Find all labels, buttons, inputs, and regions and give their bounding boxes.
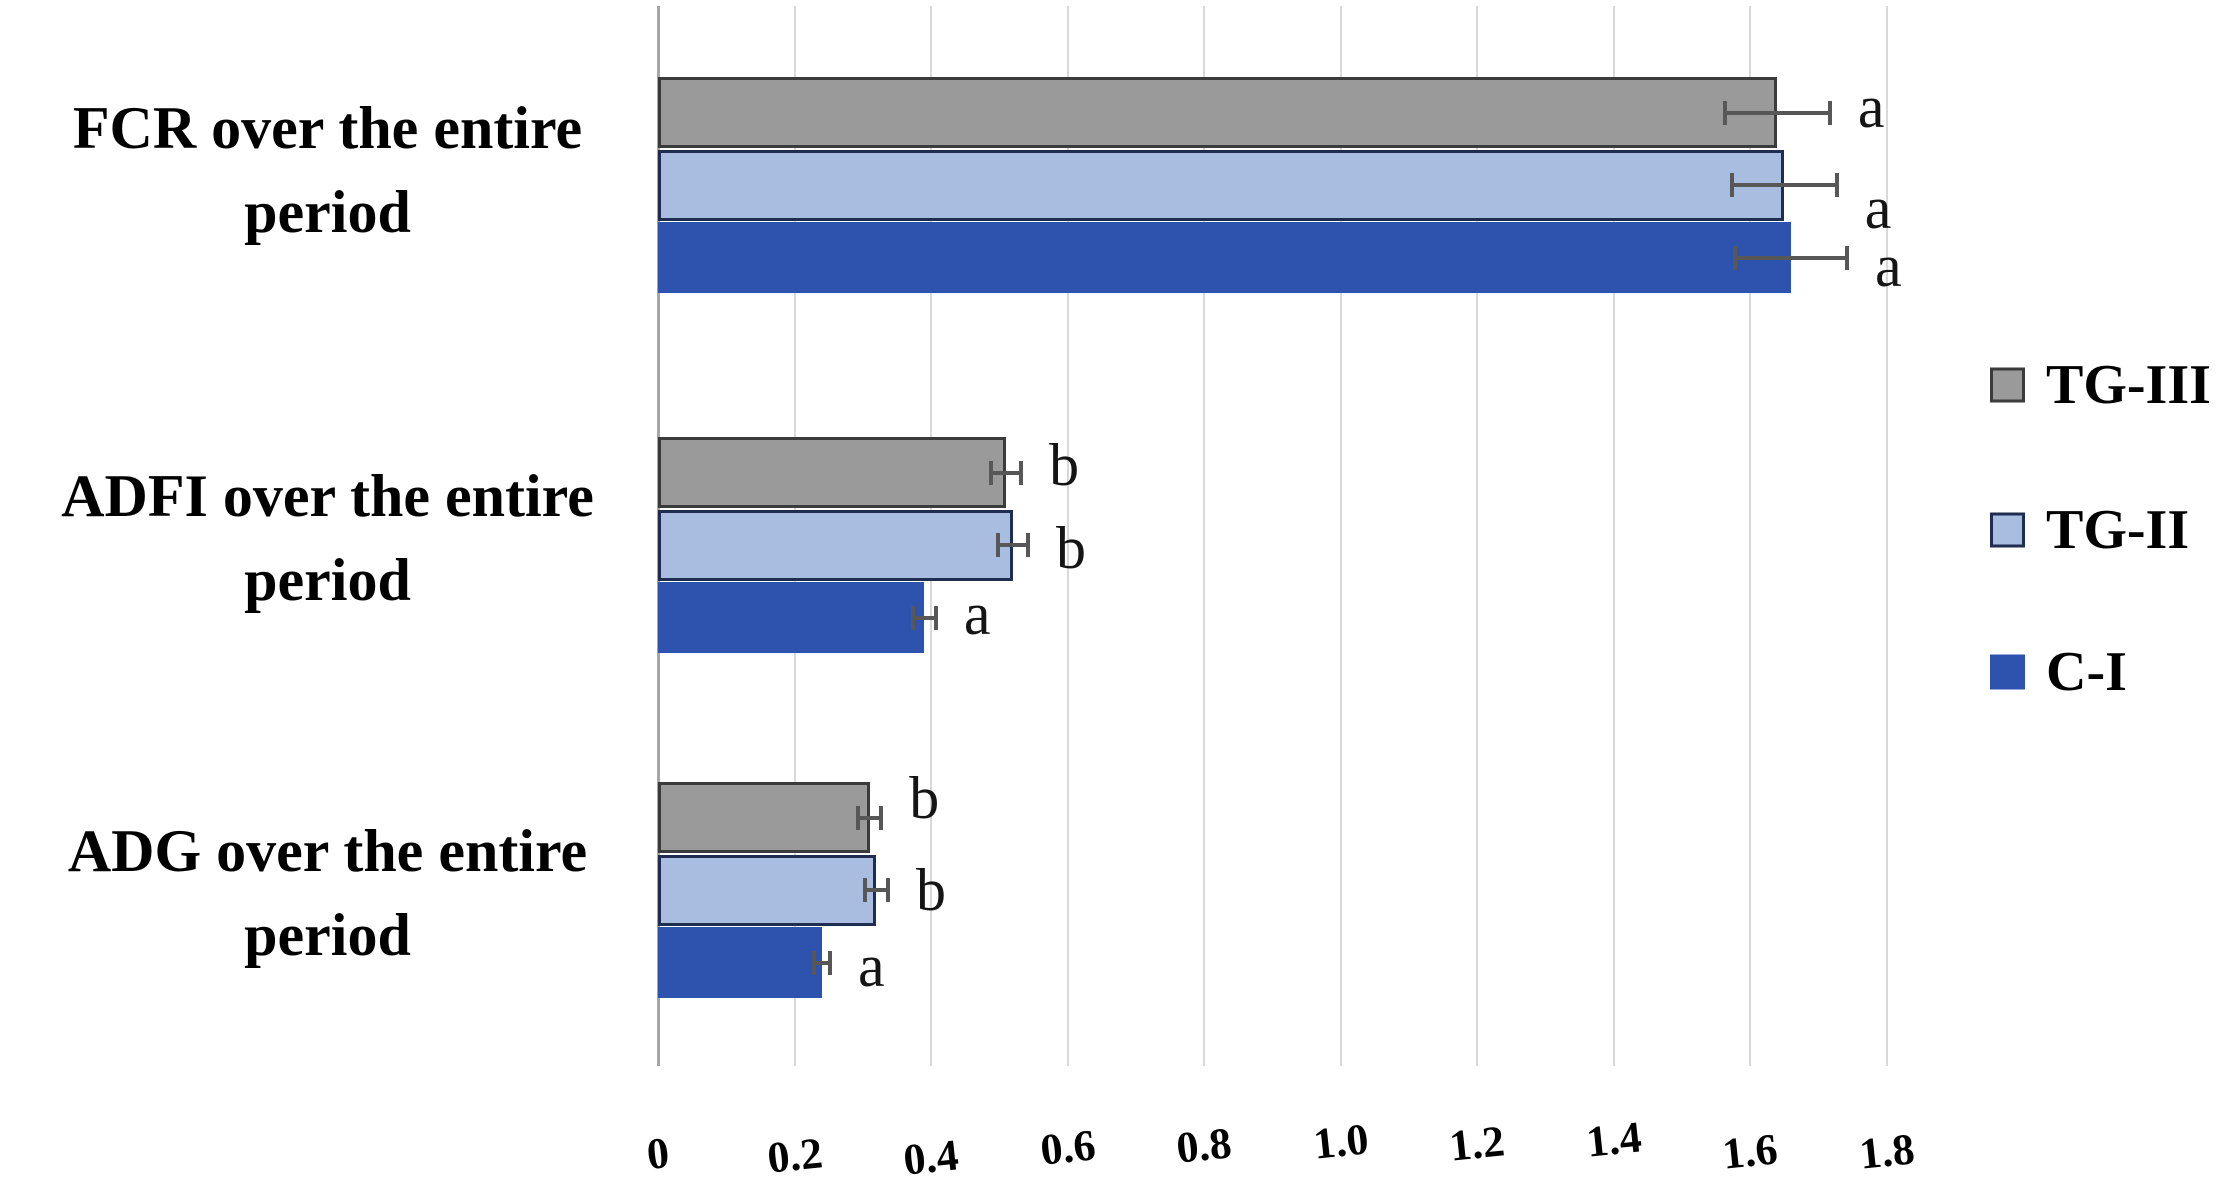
x-tick-label-0.4: 0.4 [901, 1130, 961, 1185]
sig-letter-TG-II-group2: b [916, 857, 947, 923]
error-bar-cap-left [862, 878, 867, 902]
error-bar-TG-III-group1 [989, 470, 1024, 475]
error-bar-cap-right [1844, 245, 1849, 270]
error-bar-cap-left [1732, 245, 1737, 270]
category-label-adg-line1: ADG over the entire [67, 818, 588, 884]
x-tick-label-0.8: 0.8 [1174, 1118, 1234, 1173]
error-bar-TG-III-group2 [855, 815, 884, 820]
x-tick-label-1.6: 1.6 [1720, 1124, 1780, 1179]
error-bar-cap-right [1834, 173, 1839, 197]
error-bar-cap-right [828, 950, 833, 975]
gridline-1.2 [1476, 6, 1478, 1066]
gridline-1.4 [1612, 6, 1615, 1066]
legend-label-TG-III: TG-III [2046, 354, 2211, 416]
legend-label-C-I: C-I [2046, 641, 2127, 703]
x-tick-label-0.2: 0.2 [764, 1128, 825, 1183]
x-tick-label-0.6: 0.6 [1037, 1120, 1098, 1175]
x-tick-label-0: 0 [644, 1127, 672, 1180]
error-bar-cap-left [1729, 173, 1734, 197]
error-bar-cap-right [1827, 100, 1832, 125]
error-bar-cap-left [989, 460, 993, 485]
sig-letter-TG-III-group1: b [1049, 431, 1080, 498]
error-bar-cap-left [910, 605, 915, 630]
bar-TG-III-group0 [658, 77, 1778, 148]
bar-TG-II-group0 [658, 149, 1785, 221]
error-bar-cap-right [879, 805, 884, 830]
category-label-adg: ADG over the entire period [0, 809, 655, 977]
legend-swatch-TG-II [1990, 512, 2025, 548]
error-bar-cap-left [811, 950, 816, 975]
bar-TG-II-group1 [658, 509, 1013, 581]
error-bar-TG-II-group1 [995, 543, 1030, 547]
error-bar-C-I-group1 [910, 615, 938, 620]
sig-letter-TG-II-group1: b [1055, 515, 1086, 581]
category-label-adg-line2: period [244, 902, 411, 968]
bar-TG-III-group2 [658, 782, 870, 853]
category-label-adfi: ADFI over the entire period [0, 454, 655, 622]
x-tick-label-1.4: 1.4 [1583, 1112, 1644, 1167]
error-bar-cap-left [1722, 100, 1727, 125]
legend-swatch-TG-III [1990, 367, 2025, 403]
error-bar-cap-right [1025, 533, 1030, 557]
error-bar-C-I-group2 [811, 960, 833, 965]
error-bar-cap-right [886, 878, 891, 902]
sig-letter-TG-III-group2: b [909, 764, 940, 831]
gridline-0.6 [1066, 6, 1069, 1066]
gridline-1.0 [1339, 6, 1342, 1066]
category-label-fcr-line1: FCR over the entire [72, 95, 583, 161]
sig-letter-TG-III-group0: a [1857, 73, 1885, 140]
sig-letter-TG-II-group0: a [1864, 175, 1892, 241]
error-bar-cap-left [855, 805, 860, 830]
error-bar-C-I-group0 [1732, 255, 1849, 260]
bar-TG-III-group1 [658, 437, 1007, 508]
category-label-fcr: FCR over the entire period [0, 86, 655, 254]
error-bar-cap-left [995, 533, 1000, 557]
gridline-0.8 [1203, 6, 1205, 1066]
sig-letter-C-I-group1: a [963, 580, 991, 647]
category-label-adfi-line2: period [244, 547, 411, 613]
bar-C-I-group1 [658, 582, 925, 653]
legend-swatch-C-I [1990, 654, 2025, 690]
sig-letter-C-I-group0: a [1874, 232, 1902, 299]
error-bar-cap-right [1019, 460, 1024, 485]
bar-C-I-group0 [658, 222, 1791, 293]
bar-TG-II-group2 [658, 854, 877, 926]
error-bar-TG-II-group2 [862, 888, 891, 892]
gridline-1.6 [1749, 6, 1751, 1066]
x-tick-label-1.2: 1.2 [1447, 1116, 1507, 1171]
category-label-fcr-line2: period [244, 179, 411, 245]
x-tick-label-1.8: 1.8 [1856, 1124, 1917, 1179]
bar-C-I-group2 [658, 927, 822, 998]
legend-label-TG-II: TG-II [2046, 499, 2190, 561]
gridline-1.8 [1885, 6, 1888, 1066]
error-bar-cap-right [933, 605, 938, 630]
sig-letter-C-I-group2: a [858, 932, 885, 999]
error-bar-TG-III-group0 [1722, 110, 1832, 115]
category-label-adfi-line1: ADFI over the entire [61, 463, 594, 529]
x-tick-label-1.0: 1.0 [1310, 1114, 1371, 1169]
error-bar-TG-II-group0 [1729, 183, 1839, 187]
